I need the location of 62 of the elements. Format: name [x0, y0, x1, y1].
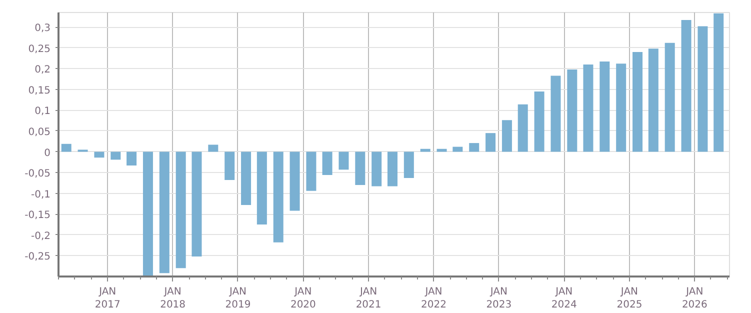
bar [94, 152, 104, 158]
bar [616, 64, 626, 152]
bar [714, 13, 724, 152]
bar [436, 148, 447, 152]
bar [534, 91, 544, 152]
bar [583, 64, 594, 152]
bar [664, 42, 675, 152]
y-tick-label: -0,2 [30, 230, 51, 242]
x-tick-label: JAN 2025 [616, 286, 642, 311]
x-tick-label: JAN 2024 [551, 286, 577, 311]
bar [126, 152, 137, 166]
y-tick-label: 0,25 [28, 44, 50, 55]
bar [550, 76, 561, 152]
bar [681, 20, 692, 152]
bar [192, 152, 202, 257]
bar [387, 152, 398, 186]
y-tick-label: -0,1 [30, 189, 51, 200]
x-tick-label: JAN 2022 [421, 286, 446, 311]
bar [469, 143, 480, 152]
bar [61, 144, 72, 152]
bar [372, 152, 382, 186]
x-tick-label: JAN 2021 [356, 286, 382, 311]
bar [256, 152, 267, 225]
y-tick-label: 0,3 [34, 23, 51, 34]
x-tick-label: JAN 2020 [290, 286, 316, 311]
bar [306, 152, 316, 191]
x-tick-label: JAN 2026 [682, 286, 708, 311]
bar [518, 104, 528, 152]
bar [567, 69, 578, 152]
bar [142, 152, 153, 276]
y-tick-label: 0 [44, 148, 51, 159]
bar [290, 152, 300, 211]
x-tick-label: JAN 2019 [225, 286, 251, 311]
bar [338, 152, 349, 170]
y-tick-label: 0,05 [28, 126, 50, 138]
bar [420, 148, 430, 152]
x-tick-label: JAN 2023 [486, 286, 512, 311]
y-tick-label: 0,2 [34, 64, 51, 76]
bar [355, 152, 366, 186]
x-tick-label: JAN 2017 [94, 286, 120, 311]
y-tick-label: 0,1 [34, 106, 51, 118]
y-tick-label: -0,15 [24, 210, 50, 222]
y-tick-label: -0,05 [24, 168, 50, 180]
bar [241, 152, 252, 205]
bar [404, 152, 414, 178]
bar [502, 120, 512, 152]
bar [176, 152, 186, 268]
x-tick-label: JAN 2018 [160, 286, 186, 311]
bar [224, 152, 235, 180]
bar [110, 152, 121, 160]
bar [322, 152, 332, 176]
y-tick-label: -0,25 [24, 252, 50, 263]
bar [648, 48, 658, 152]
bar [159, 152, 170, 274]
bar [600, 62, 610, 152]
bar [698, 26, 708, 152]
bar [273, 152, 284, 242]
bar [452, 146, 463, 152]
bar [208, 144, 218, 152]
y-tick-label: 0,15 [28, 85, 50, 96]
bar [632, 52, 643, 152]
bar [486, 133, 496, 152]
